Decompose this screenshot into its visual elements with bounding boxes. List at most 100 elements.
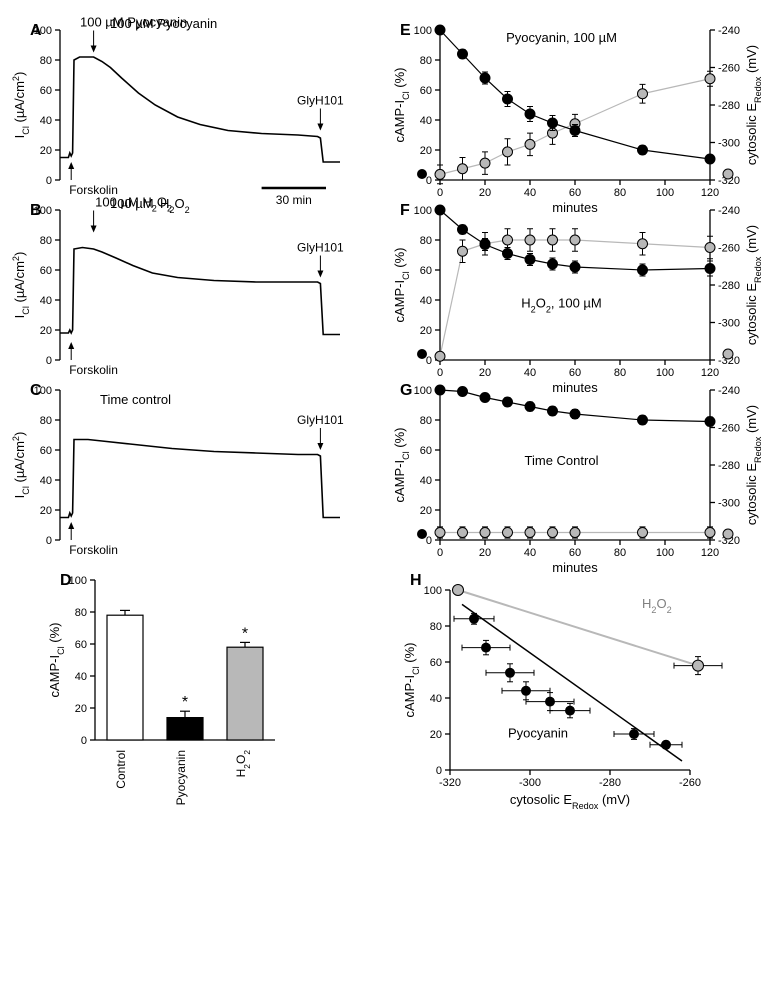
label-A: A bbox=[30, 22, 42, 40]
svg-text:60: 60 bbox=[40, 265, 52, 277]
svg-text:0: 0 bbox=[436, 765, 442, 777]
svg-text:0: 0 bbox=[46, 535, 52, 547]
svg-text:cAMP-ICl (%): cAMP-ICl (%) bbox=[392, 67, 411, 142]
svg-text:60: 60 bbox=[430, 657, 442, 669]
svg-text:-260: -260 bbox=[718, 63, 740, 75]
svg-text:80: 80 bbox=[420, 55, 432, 67]
svg-text:0: 0 bbox=[437, 187, 443, 199]
svg-text:40: 40 bbox=[524, 367, 536, 379]
svg-text:100: 100 bbox=[414, 25, 432, 37]
svg-text:-280: -280 bbox=[718, 280, 740, 292]
svg-text:100: 100 bbox=[656, 187, 674, 199]
svg-text:60: 60 bbox=[420, 445, 432, 457]
label-B: B bbox=[30, 202, 42, 220]
label-C: C bbox=[30, 382, 42, 400]
svg-text:-300: -300 bbox=[718, 318, 740, 330]
svg-text:80: 80 bbox=[40, 415, 52, 427]
label-H: H bbox=[410, 572, 422, 590]
svg-text:60: 60 bbox=[569, 187, 581, 199]
svg-text:GlyH101: GlyH101 bbox=[297, 94, 344, 108]
svg-text:20: 20 bbox=[420, 505, 432, 517]
svg-text:80: 80 bbox=[614, 187, 626, 199]
svg-text:-280: -280 bbox=[718, 460, 740, 472]
svg-text:ICl (µA/cm2): ICl (µA/cm2) bbox=[11, 432, 31, 499]
svg-root: 0 20 40 60 80 100 ICl (µA/cm2) Forskolin 100 µM … bbox=[0, 0, 772, 986]
svg-text:0: 0 bbox=[437, 367, 443, 379]
svg-text:100: 100 bbox=[424, 585, 442, 597]
svg-text:cytosolic ERedox (mV): cytosolic ERedox (mV) bbox=[510, 792, 630, 811]
svg-text:*: * bbox=[182, 694, 188, 711]
svg-text:H2O2: H2O2 bbox=[642, 596, 672, 615]
svg-text:80: 80 bbox=[614, 367, 626, 379]
svg-text:100: 100 bbox=[656, 367, 674, 379]
svg-text:-260: -260 bbox=[718, 243, 740, 255]
svg-text:-280: -280 bbox=[599, 777, 621, 789]
svg-text:20: 20 bbox=[420, 145, 432, 157]
svg-text:Forskolin: Forskolin bbox=[69, 363, 118, 377]
svg-text:40: 40 bbox=[420, 295, 432, 307]
svg-text:80: 80 bbox=[75, 607, 87, 619]
svg-text:60: 60 bbox=[569, 547, 581, 559]
svg-text:-320: -320 bbox=[439, 777, 461, 789]
label-F: F bbox=[400, 202, 410, 220]
svg-text:40: 40 bbox=[430, 693, 442, 705]
svg-text:ICl (µA/cm2): ICl (µA/cm2) bbox=[11, 252, 31, 319]
svg-text:GlyH101: GlyH101 bbox=[297, 413, 344, 427]
svg-text:40: 40 bbox=[420, 115, 432, 127]
svg-text:20: 20 bbox=[479, 547, 491, 559]
svg-text:-260: -260 bbox=[679, 777, 701, 789]
svg-text:ICl (µA/cm2): ICl (µA/cm2) bbox=[11, 72, 31, 139]
svg-text:120: 120 bbox=[701, 367, 719, 379]
svg-text:-240: -240 bbox=[718, 205, 740, 217]
svg-text:cytosolic ERedox (mV): cytosolic ERedox (mV) bbox=[744, 405, 763, 525]
label-D: D bbox=[60, 572, 72, 590]
svg-text:cAMP-ICl (%): cAMP-ICl (%) bbox=[402, 642, 421, 717]
svg-text:H2O2: H2O2 bbox=[234, 750, 252, 778]
svg-text:30 min: 30 min bbox=[276, 193, 312, 207]
svg-text:cAMP-ICl (%): cAMP-ICl (%) bbox=[392, 247, 411, 322]
svg-text:H2O2, 100 µM: H2O2, 100 µM bbox=[521, 296, 602, 315]
svg-text:80: 80 bbox=[420, 235, 432, 247]
svg-text:60: 60 bbox=[40, 445, 52, 457]
svg-text:80: 80 bbox=[40, 55, 52, 67]
svg-text:0: 0 bbox=[426, 175, 432, 187]
svg-text:100: 100 bbox=[414, 205, 432, 217]
svg-text:minutes: minutes bbox=[552, 380, 598, 395]
svg-text:60: 60 bbox=[75, 639, 87, 651]
svg-text:20: 20 bbox=[40, 145, 52, 157]
svg-text:40: 40 bbox=[524, 547, 536, 559]
svg-text:100: 100 bbox=[656, 547, 674, 559]
svg-text:0: 0 bbox=[437, 547, 443, 559]
svg-text:H2O2: H2O2 bbox=[160, 196, 190, 215]
svg-text:-280: -280 bbox=[718, 100, 740, 112]
svg-text:minutes: minutes bbox=[552, 560, 598, 575]
svg-text:-240: -240 bbox=[718, 25, 740, 37]
svg-text:100 µM Pyocyanin: 100 µM Pyocyanin bbox=[110, 16, 217, 31]
svg-text:80: 80 bbox=[420, 415, 432, 427]
svg-text:20: 20 bbox=[420, 325, 432, 337]
svg-text:40: 40 bbox=[524, 187, 536, 199]
svg-text:100 µM: 100 µM bbox=[110, 196, 154, 211]
svg-text:100: 100 bbox=[414, 385, 432, 397]
svg-text:cAMP-ICl (%): cAMP-ICl (%) bbox=[392, 427, 411, 502]
svg-text:-300: -300 bbox=[718, 138, 740, 150]
label-G: G bbox=[400, 382, 412, 400]
svg-text:40: 40 bbox=[40, 475, 52, 487]
svg-text:120: 120 bbox=[701, 547, 719, 559]
svg-text:-300: -300 bbox=[718, 498, 740, 510]
svg-text:0: 0 bbox=[46, 175, 52, 187]
svg-text:-240: -240 bbox=[718, 385, 740, 397]
svg-text:Pyocyanin: Pyocyanin bbox=[508, 726, 568, 741]
svg-text:cytosolic ERedox (mV): cytosolic ERedox (mV) bbox=[744, 45, 763, 165]
svg-text:60: 60 bbox=[420, 85, 432, 97]
svg-text:0: 0 bbox=[426, 535, 432, 547]
svg-text:40: 40 bbox=[75, 671, 87, 683]
svg-text:80: 80 bbox=[40, 235, 52, 247]
svg-text:80: 80 bbox=[430, 621, 442, 633]
svg-text:60: 60 bbox=[40, 85, 52, 97]
svg-text:60: 60 bbox=[420, 265, 432, 277]
svg-text:GlyH101: GlyH101 bbox=[297, 241, 344, 255]
label-E: E bbox=[400, 22, 411, 40]
svg-text:40: 40 bbox=[40, 115, 52, 127]
svg-text:20: 20 bbox=[430, 729, 442, 741]
